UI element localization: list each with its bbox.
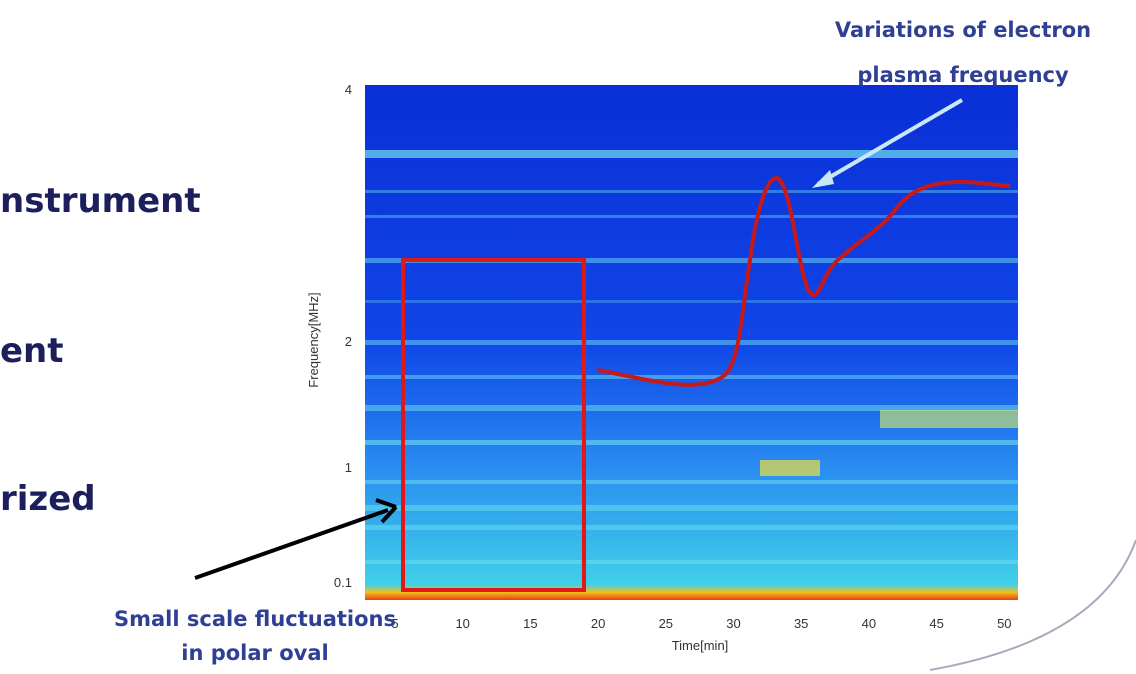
annotation: Variations of electron (835, 18, 1091, 42)
x-tick-label: 15 (523, 616, 537, 631)
band (365, 505, 1018, 511)
arrow (816, 98, 964, 186)
x-tick-label: 30 (726, 616, 740, 631)
band (365, 300, 1018, 303)
arrow (194, 508, 389, 580)
slide-text: ent (0, 331, 64, 371)
spectrogram (365, 85, 1018, 600)
x-tick-label: 5 (391, 616, 398, 631)
band (365, 375, 1018, 379)
x-tick-label: 10 (455, 616, 469, 631)
y-tick-label: 2 (345, 334, 352, 349)
hotspot (880, 410, 1018, 428)
band (365, 215, 1018, 218)
y-tick-label: 0.1 (334, 575, 352, 590)
x-tick-label: 45 (929, 616, 943, 631)
band (365, 480, 1018, 484)
bands (365, 150, 1018, 564)
x-tick-label: 35 (794, 616, 808, 631)
y-tick-label: 1 (345, 460, 352, 475)
arrowhead (375, 498, 398, 524)
ticks: 4 2 1 0.1 5 10 15 20 25 30 35 40 45 50 (334, 82, 1012, 631)
y-tick-label: 4 (345, 82, 352, 97)
band (365, 258, 1018, 263)
hotspot (760, 460, 820, 476)
plasma-curve (597, 176, 1011, 387)
band (365, 150, 1018, 158)
arrowhead (812, 170, 834, 188)
slide-text: rized (0, 479, 96, 519)
band (365, 560, 1018, 564)
annotation: Small scale fluctuations (114, 607, 396, 631)
x-tick-label: 40 (862, 616, 876, 631)
x-tick-label: 25 (659, 616, 673, 631)
x-tick-label: 20 (591, 616, 605, 631)
x-tick-label: 50 (997, 616, 1011, 631)
highlight-box (401, 258, 586, 592)
decor-curve (929, 539, 1136, 671)
slide-text: nstrument (0, 181, 201, 221)
band (365, 440, 1018, 445)
band (365, 405, 1018, 411)
band (365, 190, 1018, 193)
x-axis-label: Time[min] (672, 638, 729, 653)
annotation: plasma frequency (857, 63, 1069, 87)
y-axis-label: Frequency[MHz] (306, 292, 321, 387)
band (365, 525, 1018, 530)
band (365, 340, 1018, 345)
annotation: in polar oval (181, 641, 328, 665)
